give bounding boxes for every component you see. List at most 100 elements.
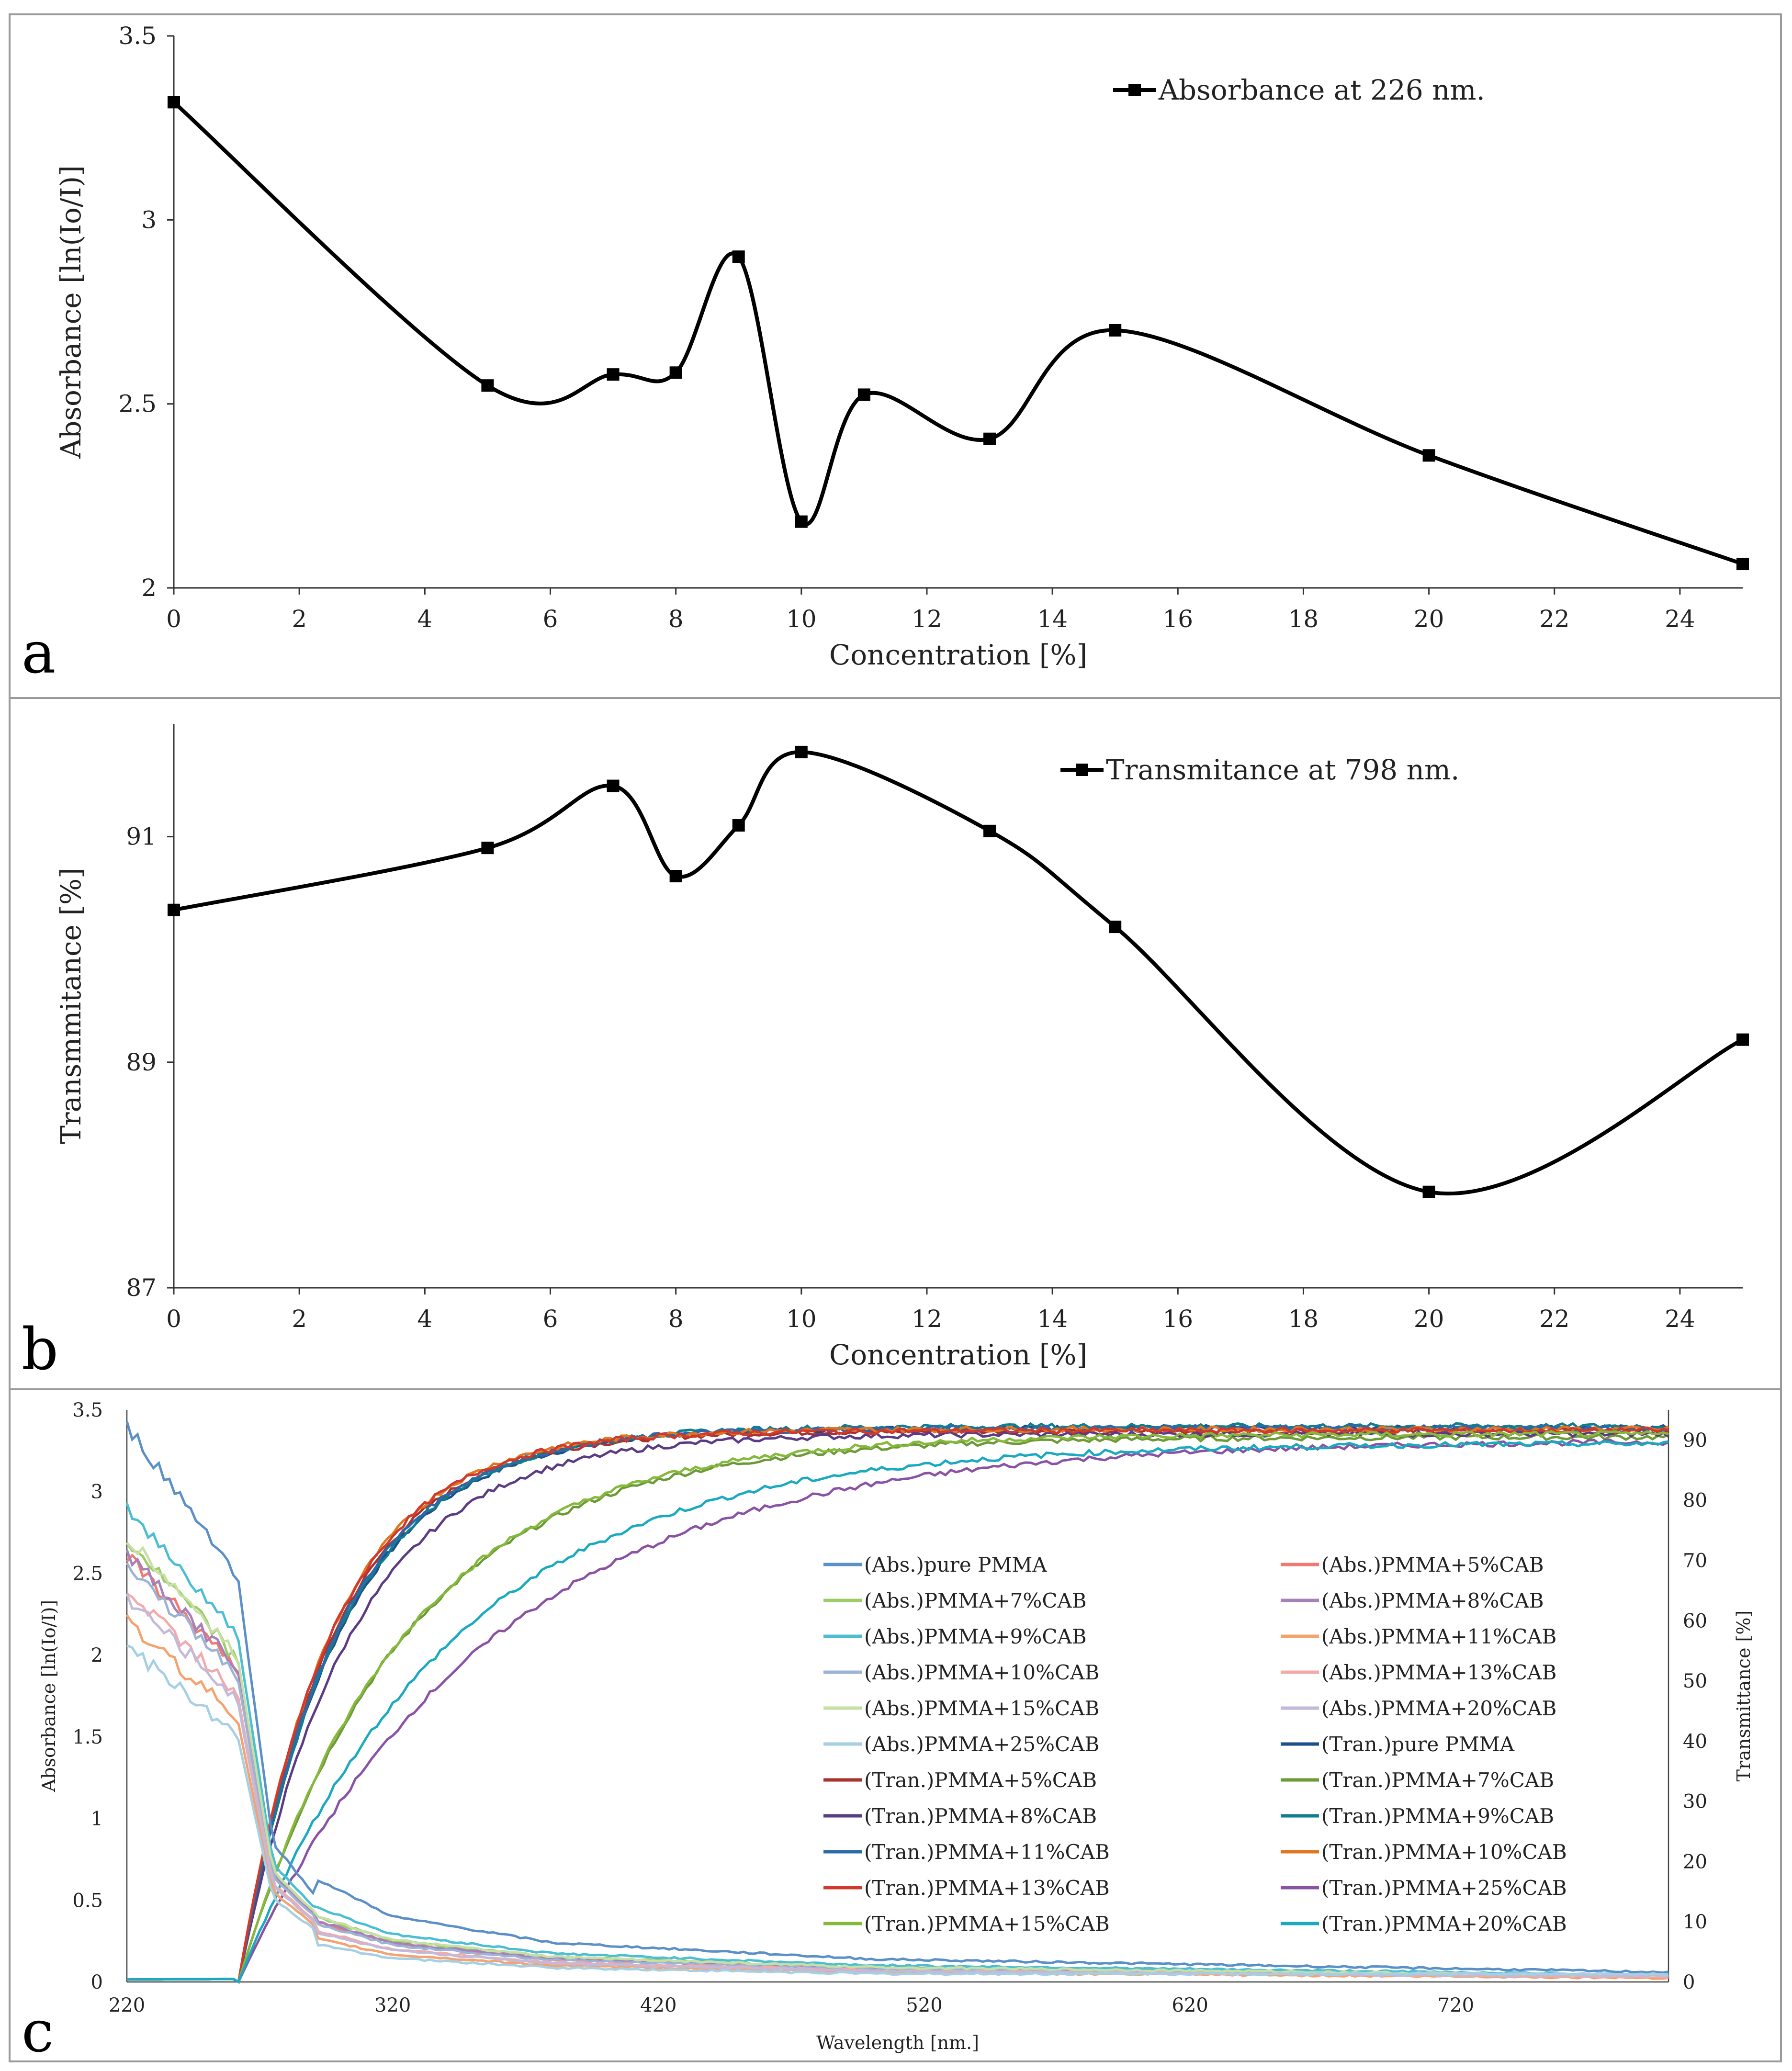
y-tick-label: 3.5 (118, 22, 157, 50)
x-tick-label: 24 (1665, 1305, 1695, 1333)
data-marker (607, 368, 620, 381)
x-tick-label: 0 (166, 605, 181, 633)
x-tick-label: 4 (417, 605, 432, 633)
x-tick-label: 16 (1162, 605, 1193, 633)
x-tick-label: 24 (1665, 605, 1695, 633)
panel-letter-a: a (22, 620, 56, 687)
legend-marker (1076, 764, 1088, 776)
y2-tick-label: 0 (1683, 1971, 1695, 1993)
y2-tick-label: 40 (1683, 1731, 1707, 1753)
data-marker (1736, 558, 1749, 571)
transmittance-series-line (126, 1438, 1669, 1984)
legend-label: (Tran.)PMMA+11%CAB (864, 1840, 1110, 1864)
x-axis-title: Wavelength [nm.] (816, 2032, 979, 2053)
y-tick-label: 2 (91, 1644, 103, 1666)
absorbance-series-line (125, 1502, 1669, 1977)
x-tick-label: 0 (166, 1305, 181, 1333)
legend-label: (Tran.)PMMA+15%CAB (864, 1912, 1110, 1936)
transmittance-series-line (126, 1440, 1669, 1984)
x-tick-label: 18 (1288, 605, 1319, 633)
x-tick-label: 2 (292, 605, 307, 633)
legend-label: Absorbance at 226 nm. (1158, 74, 1485, 106)
x-tick-label: 220 (109, 1994, 145, 2016)
x-tick-label: 22 (1539, 605, 1570, 633)
legend-label: (Abs.)PMMA+9%CAB (864, 1625, 1087, 1648)
legend-label: (Abs.)PMMA+13%CAB (1321, 1661, 1556, 1684)
legend-label: (Abs.)PMMA+10%CAB (864, 1661, 1099, 1684)
y2-tick-label: 20 (1683, 1851, 1707, 1873)
x-tick-label: 8 (668, 605, 684, 633)
absorbance-series-line (125, 1421, 1669, 1974)
data-marker (669, 366, 682, 379)
y-tick-label: 1 (91, 1808, 103, 1830)
x-tick-label: 420 (640, 1994, 676, 2016)
y-tick-label: 1.5 (72, 1726, 103, 1748)
data-marker (1422, 449, 1435, 462)
x-tick-label: 20 (1414, 605, 1444, 633)
data-marker (669, 870, 682, 883)
y-tick-label: 2 (141, 574, 157, 602)
legend-label: (Tran.)pure PMMA (1321, 1733, 1515, 1756)
panel-c: 220 320 420 520 620 720 0 0.5 1 1.5 2 2.5 3 3.5 0 10 20 3… (9, 1388, 1782, 2062)
y-tick-label: 3.5 (72, 1399, 103, 1421)
data-marker (168, 903, 180, 916)
x-tick-label: 4 (417, 1305, 432, 1333)
legend-label: (Abs.)PMMA+8%CAB (1321, 1589, 1544, 1612)
data-marker (481, 379, 494, 392)
y2-tick-label: 10 (1683, 1911, 1707, 1933)
y-axis-title: Absorbance [ln(Io/I)] (55, 165, 87, 459)
series-line (173, 750, 1744, 1196)
legend-label: (Tran.)PMMA+10%CAB (1321, 1840, 1567, 1864)
x-tick-label: 22 (1539, 1305, 1570, 1333)
legend-label: (Tran.)PMMA+7%CAB (1321, 1768, 1554, 1792)
y2-tick-label: 50 (1683, 1670, 1707, 1692)
legend-label: (Abs.)PMMA+11%CAB (1321, 1625, 1556, 1648)
transmittance-series-line (126, 1426, 1669, 1984)
x-tick-label: 10 (786, 1305, 817, 1333)
x-tick-label: 320 (374, 1994, 411, 2016)
data-marker (983, 824, 996, 837)
y2-tick-label: 60 (1683, 1610, 1707, 1632)
data-marker (857, 388, 870, 401)
x-tick-label: 8 (668, 1305, 684, 1333)
data-marker (732, 250, 745, 263)
y2-tick-label: 80 (1683, 1490, 1707, 1512)
x-tick-label: 2 (292, 1305, 307, 1333)
legend-label: (Abs.)PMMA+7%CAB (864, 1589, 1087, 1612)
x-tick-label: 620 (1172, 1994, 1208, 2016)
data-marker (168, 96, 180, 109)
legend-label: (Tran.)PMMA+9%CAB (1321, 1804, 1554, 1828)
y-tick-label: 2.5 (72, 1563, 103, 1585)
data-marker (795, 515, 808, 528)
legend-label: (Abs.)PMMA+25%CAB (864, 1733, 1099, 1756)
y-axis-title: Transmmitance [%] (55, 867, 87, 1144)
y-tick-label: 3 (91, 1481, 103, 1503)
y-tick-label: 3 (141, 206, 157, 234)
y-tick-label: 2.5 (118, 390, 157, 418)
x-tick-label: 10 (786, 605, 817, 633)
absorbance-series-line (125, 1593, 1669, 1978)
x-tick-label: 14 (1037, 1305, 1068, 1333)
legend-marker (1128, 84, 1141, 96)
panel-letter-c: c (22, 1999, 54, 2065)
absorbance-series-line (126, 1644, 1669, 1976)
x-tick-label: 14 (1037, 605, 1068, 633)
y-tick-label: 89 (126, 1048, 157, 1076)
y-tick-label: 91 (126, 823, 157, 851)
x-tick-label: 12 (912, 1305, 942, 1333)
x-tick-label: 520 (906, 1994, 942, 2016)
data-marker (1109, 921, 1122, 934)
legend-label: Transmitance at 798 nm. (1106, 754, 1459, 786)
x-tick-label: 20 (1414, 1305, 1444, 1333)
y2-tick-label: 90 (1683, 1429, 1707, 1452)
x-tick-label: 16 (1162, 1305, 1193, 1333)
data-marker (1736, 1033, 1749, 1046)
y2-tick-label: 70 (1683, 1550, 1707, 1572)
x-tick-label: 6 (543, 605, 558, 633)
data-marker (732, 819, 745, 832)
legend-label: (Abs.)PMMA+5%CAB (1321, 1553, 1544, 1576)
x-tick-label: 720 (1438, 1994, 1474, 2016)
transmittance-series-line (126, 1430, 1669, 1984)
y-tick-label: 87 (126, 1274, 157, 1302)
